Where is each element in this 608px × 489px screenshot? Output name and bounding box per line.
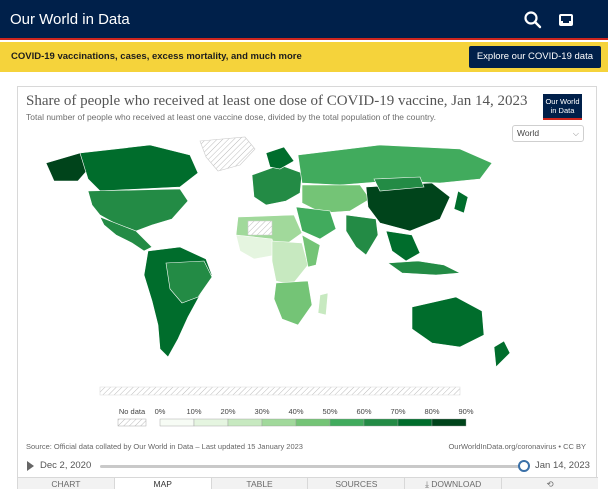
tab-map[interactable]: MAP bbox=[114, 478, 212, 489]
map-region-brazil[interactable] bbox=[165, 260, 213, 304]
region-select[interactable]: World ⌵ bbox=[512, 125, 584, 142]
legend-label: 50% bbox=[322, 407, 337, 416]
site-brand[interactable]: Our World in Data bbox=[10, 11, 130, 28]
legend-label: 20% bbox=[220, 407, 235, 416]
tab-sources[interactable]: SOURCES bbox=[308, 478, 406, 489]
map-region-canada[interactable] bbox=[79, 144, 199, 192]
map-region-europe[interactable] bbox=[251, 164, 303, 206]
timeline-track[interactable] bbox=[100, 465, 524, 468]
legend-bin[interactable] bbox=[431, 418, 467, 427]
legend-no-data-label: No data bbox=[119, 407, 146, 416]
tab-download[interactable]: ⤓ DOWNLOAD bbox=[405, 478, 503, 489]
legend-bin[interactable] bbox=[227, 418, 263, 427]
map-region-mongolia[interactable] bbox=[373, 176, 425, 192]
timeline-start-date[interactable]: Dec 2, 2020 bbox=[40, 460, 92, 471]
legend-label: 60% bbox=[356, 407, 371, 416]
legend-label: 40% bbox=[288, 407, 303, 416]
legend-bin[interactable] bbox=[363, 418, 399, 427]
logo-line-2: in Data bbox=[550, 106, 575, 115]
legend-label: 70% bbox=[390, 407, 405, 416]
download-icon: ⤓ bbox=[425, 479, 432, 489]
covid-banner: COVID-19 vaccinations, cases, excess mor… bbox=[0, 42, 608, 72]
chart-tabs: CHART MAP TABLE SOURCES ⤓ DOWNLOAD ⟲ bbox=[18, 477, 598, 489]
tab-download-label: DOWNLOAD bbox=[431, 479, 482, 489]
timeline: Dec 2, 2020 Jan 14, 2023 bbox=[18, 457, 598, 475]
tab-share[interactable]: ⟲ bbox=[502, 478, 598, 489]
chart-title: Share of people who received at least on… bbox=[26, 93, 528, 109]
banner-text: COVID-19 vaccinations, cases, excess mor… bbox=[11, 51, 302, 62]
owid-logo[interactable]: Our World in Data bbox=[543, 94, 582, 120]
map-region-japan[interactable] bbox=[453, 190, 469, 214]
map-region-middle-east[interactable] bbox=[295, 206, 337, 240]
map-region-alaska[interactable] bbox=[45, 152, 93, 182]
legend-label: 90% bbox=[458, 407, 473, 416]
play-icon[interactable] bbox=[27, 461, 34, 471]
legend-bin[interactable] bbox=[295, 418, 331, 427]
map-region-central-africa[interactable] bbox=[271, 240, 309, 286]
legend-label: 80% bbox=[424, 407, 439, 416]
map-region-sahara-nodata[interactable] bbox=[247, 220, 273, 236]
tab-chart[interactable]: CHART bbox=[18, 478, 115, 489]
map-region-scandinavia[interactable] bbox=[265, 146, 295, 170]
map-region-new-zealand[interactable] bbox=[493, 340, 510, 368]
map-region-east-africa[interactable] bbox=[301, 234, 321, 268]
top-nav: Our World in Data bbox=[0, 0, 608, 40]
legend-no-data-swatch bbox=[117, 418, 147, 427]
legend-bin[interactable] bbox=[193, 418, 229, 427]
map-region-usa[interactable] bbox=[87, 188, 189, 232]
map-region-antarctica[interactable] bbox=[99, 386, 461, 396]
tab-table[interactable]: TABLE bbox=[211, 478, 309, 489]
world-map[interactable] bbox=[40, 135, 510, 397]
map-region-west-africa[interactable] bbox=[235, 234, 277, 260]
license-note[interactable]: OurWorldInData.org/coronavirus • CC BY bbox=[448, 442, 586, 451]
chart-subtitle: Total number of people who received at l… bbox=[26, 112, 436, 122]
logo-line-1: Our World bbox=[545, 97, 580, 106]
map-region-indonesia[interactable] bbox=[387, 260, 462, 276]
map-legend: No data 0% 10% 20% 30% 40% 50% 60% 70% 80% 90% bbox=[117, 407, 474, 427]
source-note[interactable]: Source: Official data collated by Our Wo… bbox=[26, 442, 303, 451]
timeline-handle[interactable] bbox=[518, 460, 530, 472]
chart-frame: Share of people who received at least on… bbox=[17, 86, 598, 489]
legend-label: 0% bbox=[155, 407, 166, 416]
map-region-southeast-asia[interactable] bbox=[385, 230, 421, 262]
legend-bin[interactable] bbox=[329, 418, 365, 427]
legend-bin[interactable] bbox=[397, 418, 433, 427]
chevron-down-icon: ⌵ bbox=[572, 129, 579, 138]
search-icon[interactable] bbox=[523, 10, 543, 30]
map-region-central-asia[interactable] bbox=[301, 184, 371, 214]
map-region-madagascar[interactable] bbox=[317, 292, 329, 316]
region-select-value: World bbox=[517, 128, 540, 138]
map-region-india[interactable] bbox=[345, 214, 379, 256]
legend-bin[interactable] bbox=[261, 418, 297, 427]
map-region-australia[interactable] bbox=[411, 296, 485, 348]
timeline-end-date[interactable]: Jan 14, 2023 bbox=[535, 460, 590, 471]
inbox-icon[interactable] bbox=[556, 10, 576, 30]
map-region-russia[interactable] bbox=[297, 144, 493, 186]
map-region-greenland[interactable] bbox=[199, 136, 256, 172]
legend-label: 30% bbox=[254, 407, 269, 416]
legend-bin[interactable] bbox=[159, 418, 195, 427]
map-region-southern-africa[interactable] bbox=[273, 280, 313, 326]
map-region-mexico[interactable] bbox=[99, 216, 153, 252]
legend-label: 10% bbox=[186, 407, 201, 416]
map-region-china[interactable] bbox=[365, 182, 451, 232]
explore-covid-data-button[interactable]: Explore our COVID-19 data bbox=[468, 46, 601, 68]
share-icon: ⟲ bbox=[546, 479, 554, 489]
